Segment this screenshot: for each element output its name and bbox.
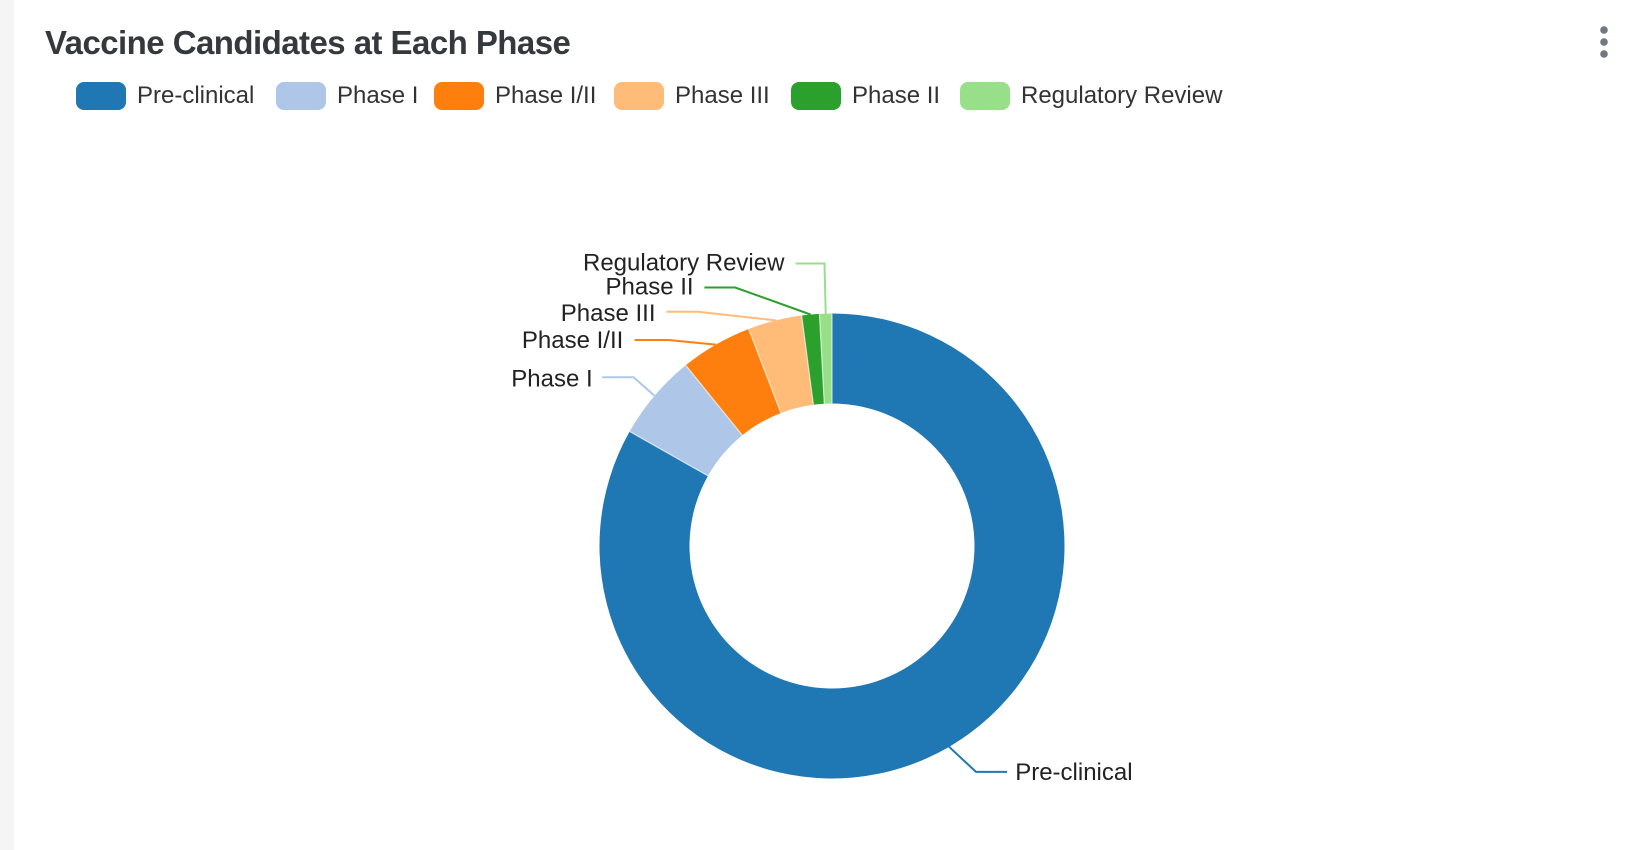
svg-text:Phase I/II: Phase I/II [522, 327, 623, 354]
svg-text:Regulatory Review: Regulatory Review [583, 250, 785, 277]
svg-text:Phase II: Phase II [606, 274, 694, 301]
svg-text:Pre-clinical: Pre-clinical [1015, 759, 1132, 786]
svg-text:Phase III: Phase III [561, 300, 656, 327]
svg-text:Phase I: Phase I [511, 366, 592, 393]
